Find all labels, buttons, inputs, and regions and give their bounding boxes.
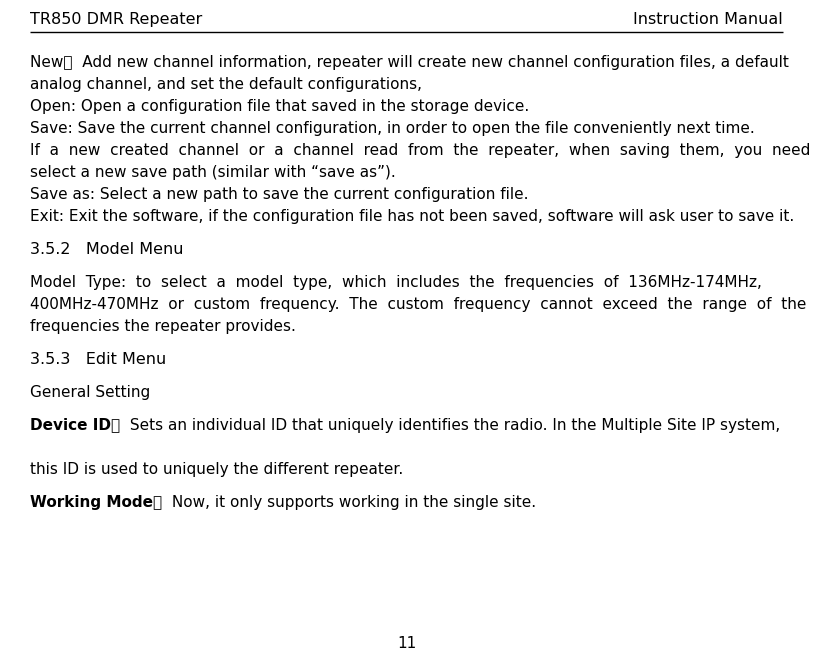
Text: Model  Type:  to  select  a  model  type,  which  includes  the  frequencies  of: Model Type: to select a model type, whic… <box>30 275 762 290</box>
Text: If  a  new  created  channel  or  a  channel  read  from  the  repeater,  when  : If a new created channel or a channel re… <box>30 143 813 158</box>
Text: Exit: Exit the software, if the configuration file has not been saved, software : Exit: Exit the software, if the configur… <box>30 209 794 224</box>
Text: select a new save path (similar with “save as”).: select a new save path (similar with “sa… <box>30 165 396 180</box>
Text: Save as: Select a new path to save the current configuration file.: Save as: Select a new path to save the c… <box>30 187 528 202</box>
Text: General Setting: General Setting <box>30 385 150 400</box>
Text: analog channel, and set the default configurations,: analog channel, and set the default conf… <box>30 77 422 92</box>
Text: Working Mode: Working Mode <box>30 495 153 510</box>
Text: this ID is used to uniquely the different repeater.: this ID is used to uniquely the differen… <box>30 462 403 477</box>
Text: 400MHz-470MHz  or  custom  frequency.  The  custom  frequency  cannot  exceed  t: 400MHz-470MHz or custom frequency. The c… <box>30 297 806 312</box>
Text: Instruction Manual: Instruction Manual <box>633 12 783 27</box>
Text: frequencies the repeater provides.: frequencies the repeater provides. <box>30 319 296 334</box>
Text: New：  Add new channel information, repeater will create new channel configuratio: New： Add new channel information, repeat… <box>30 55 789 70</box>
Text: TR850 DMR Repeater: TR850 DMR Repeater <box>30 12 202 27</box>
Text: ：  Sets an individual ID that uniquely identifies the radio. In the Multiple Sit: ： Sets an individual ID that uniquely id… <box>111 418 780 433</box>
Text: 3.5.3   Edit Menu: 3.5.3 Edit Menu <box>30 352 166 367</box>
Text: Open: Open a configuration file that saved in the storage device.: Open: Open a configuration file that sav… <box>30 99 529 114</box>
Text: 11: 11 <box>397 636 416 651</box>
Text: Save: Save the current channel configuration, in order to open the file convenie: Save: Save the current channel configura… <box>30 121 754 136</box>
Text: 3.5.2   Model Menu: 3.5.2 Model Menu <box>30 242 184 257</box>
Text: Device ID: Device ID <box>30 418 111 433</box>
Text: ：  Now, it only supports working in the single site.: ： Now, it only supports working in the s… <box>153 495 536 510</box>
